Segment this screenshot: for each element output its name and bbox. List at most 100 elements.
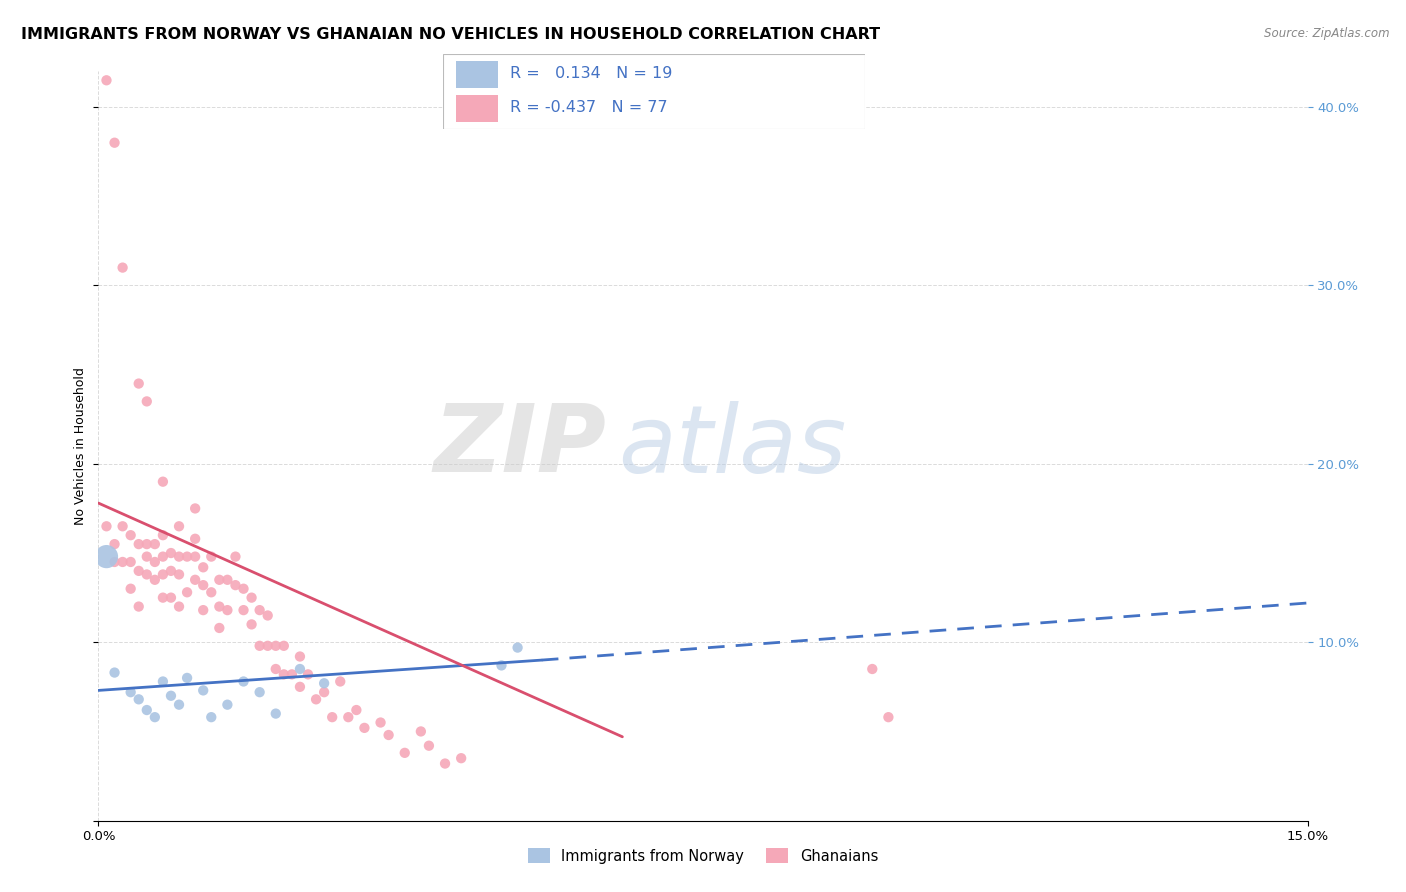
Point: [184, 549, 207, 564]
Point: [120, 555, 142, 569]
Point: [264, 706, 287, 721]
Point: [273, 639, 295, 653]
Point: [103, 537, 125, 551]
Point: [176, 549, 198, 564]
Point: [434, 756, 457, 771]
Point: [184, 501, 207, 516]
Point: [167, 698, 190, 712]
Text: atlas: atlas: [619, 401, 846, 491]
Legend: Immigrants from Norway, Ghanaians: Immigrants from Norway, Ghanaians: [522, 842, 884, 870]
FancyBboxPatch shape: [456, 95, 498, 122]
Point: [240, 617, 263, 632]
Point: [200, 710, 222, 724]
Point: [143, 537, 166, 551]
Point: [224, 549, 246, 564]
Point: [249, 685, 271, 699]
Point: [143, 710, 166, 724]
Text: ZIP: ZIP: [433, 400, 606, 492]
Point: [176, 671, 198, 685]
Point: [394, 746, 416, 760]
Point: [193, 683, 215, 698]
Point: [232, 603, 254, 617]
Point: [208, 599, 231, 614]
Point: [288, 662, 311, 676]
Point: [232, 582, 254, 596]
Point: [152, 674, 174, 689]
Point: [314, 676, 336, 690]
Point: [506, 640, 529, 655]
Point: [377, 728, 399, 742]
Point: [240, 591, 263, 605]
Point: [152, 549, 174, 564]
Point: [120, 528, 142, 542]
Point: [152, 591, 174, 605]
Point: [167, 549, 190, 564]
Point: [281, 667, 304, 681]
Point: [224, 578, 246, 592]
Point: [128, 692, 150, 706]
Point: [128, 599, 150, 614]
Point: [111, 260, 134, 275]
Point: [176, 585, 198, 599]
Point: [418, 739, 440, 753]
Point: [249, 639, 271, 653]
Point: [232, 674, 254, 689]
Point: [167, 519, 190, 533]
Point: [370, 715, 392, 730]
Point: [288, 649, 311, 664]
Point: [256, 608, 278, 623]
Point: [297, 667, 319, 681]
Point: [200, 585, 222, 599]
Point: [184, 573, 207, 587]
Point: [217, 698, 239, 712]
Point: [135, 567, 157, 582]
Point: [103, 555, 125, 569]
Point: [344, 703, 367, 717]
Text: R =   0.134   N = 19: R = 0.134 N = 19: [510, 66, 672, 81]
Point: [208, 573, 231, 587]
Point: [208, 621, 231, 635]
Point: [217, 573, 239, 587]
Point: [135, 537, 157, 551]
Point: [337, 710, 360, 724]
Point: [200, 549, 222, 564]
Point: [193, 603, 215, 617]
Point: [184, 532, 207, 546]
Point: [249, 603, 271, 617]
Point: [135, 703, 157, 717]
Point: [160, 546, 183, 560]
Point: [96, 519, 118, 533]
Point: [135, 394, 157, 409]
Point: [264, 662, 287, 676]
FancyBboxPatch shape: [456, 62, 498, 87]
Point: [273, 667, 295, 681]
Point: [96, 73, 118, 87]
Point: [409, 724, 432, 739]
Point: [450, 751, 472, 765]
Point: [120, 685, 142, 699]
Point: [167, 567, 190, 582]
Point: [152, 567, 174, 582]
Point: [353, 721, 375, 735]
Point: [305, 692, 328, 706]
Point: [111, 519, 134, 533]
Point: [860, 662, 883, 676]
Point: [160, 689, 183, 703]
Point: [111, 555, 134, 569]
Point: [264, 639, 287, 653]
Point: [160, 564, 183, 578]
Point: [193, 578, 215, 592]
Point: [143, 573, 166, 587]
Point: [321, 710, 343, 724]
Point: [877, 710, 900, 724]
Point: [135, 549, 157, 564]
Point: [288, 680, 311, 694]
FancyBboxPatch shape: [443, 54, 865, 129]
Point: [120, 582, 142, 596]
Point: [491, 658, 513, 673]
Point: [152, 528, 174, 542]
Point: [314, 685, 336, 699]
Point: [167, 599, 190, 614]
Text: IMMIGRANTS FROM NORWAY VS GHANAIAN NO VEHICLES IN HOUSEHOLD CORRELATION CHART: IMMIGRANTS FROM NORWAY VS GHANAIAN NO VE…: [21, 27, 880, 42]
Text: Source: ZipAtlas.com: Source: ZipAtlas.com: [1264, 27, 1389, 40]
